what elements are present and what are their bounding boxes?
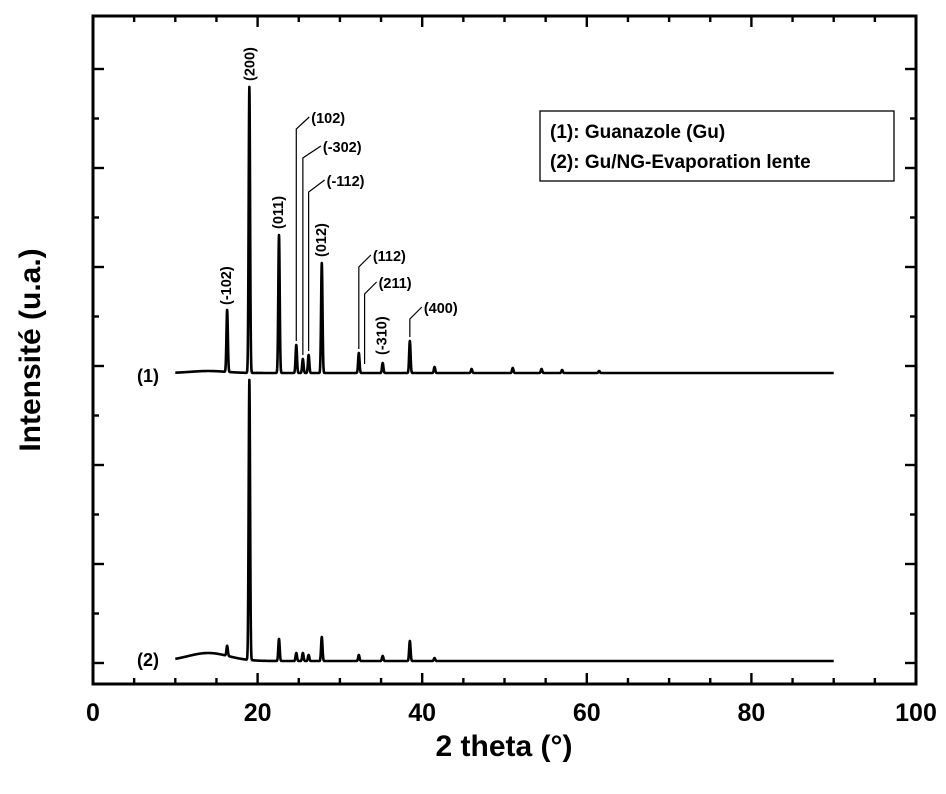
peak-label: (-302) [323, 140, 362, 156]
peak-label: (200) [242, 47, 258, 81]
x-tick-labels: 0 20 40 60 80 100 [86, 699, 937, 727]
leader-112n [308, 179, 325, 351]
peak-label: (-102) [219, 266, 235, 305]
leader-102 [295, 116, 310, 341]
leader-400 [409, 306, 423, 337]
legend-box [539, 110, 895, 182]
series-1-tag: (1) [137, 366, 159, 386]
legend-entry-1: (1): Guanazole (Gu) [550, 122, 725, 143]
peak-label: (012) [314, 223, 330, 257]
diffraction-curves [174, 85, 835, 663]
x-tick-label: 80 [737, 699, 765, 727]
peak-label: (-112) [327, 174, 365, 190]
leader-112 [358, 254, 372, 349]
x-tick-label: 100 [895, 699, 937, 727]
x-tick-label: 60 [573, 699, 601, 727]
peak-label: (-310) [375, 316, 391, 355]
x-tick-label: 40 [408, 699, 436, 727]
series-2-tag: (2) [137, 650, 159, 670]
peak-label: (112) [373, 249, 406, 265]
peak-label: (211) [379, 276, 412, 292]
x-tick-label: 20 [244, 699, 272, 727]
axis-ticks [91, 16, 918, 684]
x-tick-label: 0 [86, 699, 100, 727]
legend: (1): Guanazole (Gu) (2): Gu/NG-Evaporati… [539, 110, 895, 182]
x-axis-title: 2 theta (°) [435, 730, 572, 763]
peak-label: (400) [424, 301, 458, 317]
leader-211 [363, 281, 378, 364]
series-1-line [174, 85, 835, 375]
peak-annotations: (-102) (200) (011) (102) (-302) (-112) (012) (1… [219, 47, 458, 355]
legend-entry-2: (2): Gu/NG-Evaporation lente [550, 152, 811, 173]
peak-label: (011) [271, 196, 287, 229]
series-2-line [174, 378, 835, 663]
leader-302 [302, 145, 322, 355]
peak-label: (102) [311, 111, 345, 127]
y-axis-title: Intensité (u.a.) [14, 248, 47, 451]
peak-leader-lines [295, 116, 423, 364]
